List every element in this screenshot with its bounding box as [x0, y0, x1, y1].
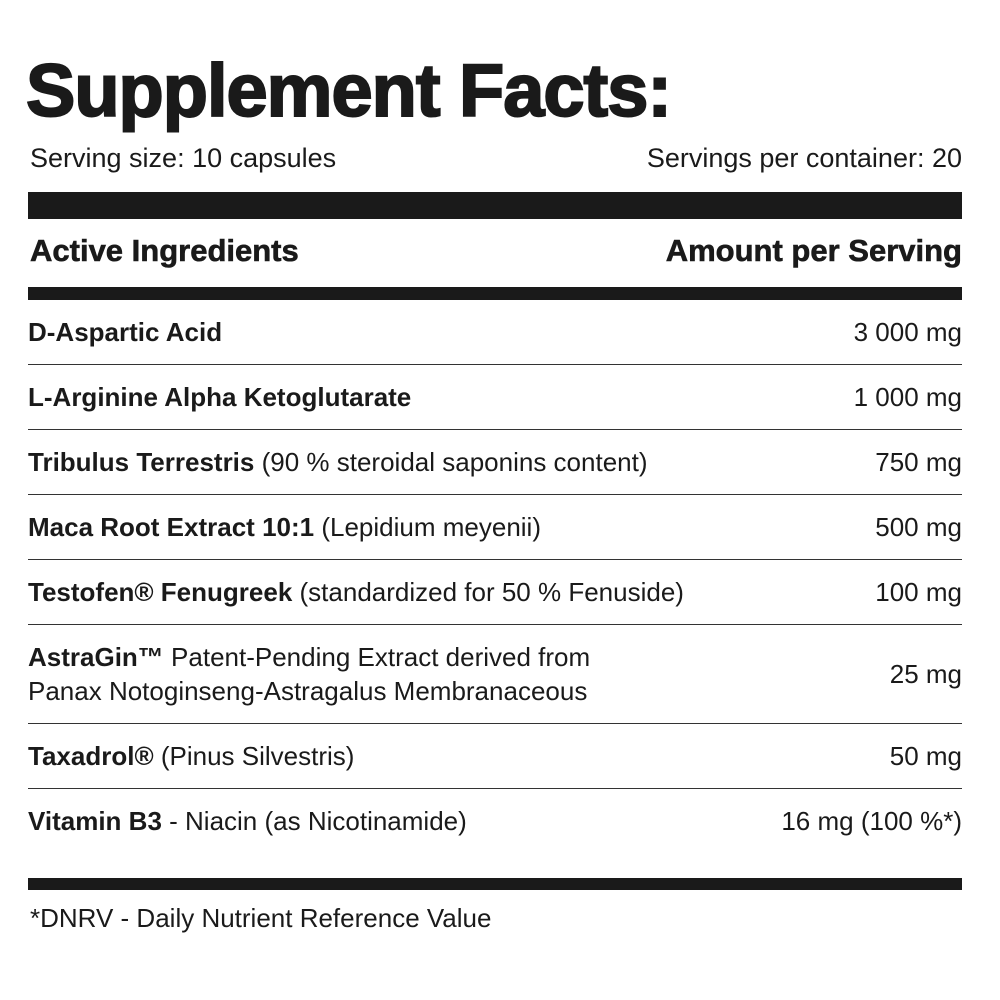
ingredient-row: Maca Root Extract 10:1 (Lepidium meyenii… [28, 495, 962, 560]
ingredient-amount: 50 mg [889, 741, 962, 771]
ingredient-row: D-Aspartic Acid 3 000 mg [28, 300, 962, 365]
ingredient-amount: 100 mg [875, 577, 962, 607]
serving-size: Serving size: 10 capsules [30, 143, 337, 173]
column-header: Active Ingredients [30, 233, 299, 269]
ingredient-name: Taxadrol® [28, 741, 154, 771]
ingredient-amount: 16 mg (100 %*) [781, 806, 962, 836]
ingredient-row: Vitamin B3 - Niacin (as Nicotinamide) 16 … [28, 789, 962, 853]
title: Supplement Facts: [25, 48, 673, 133]
ingredient-text: L-Arginine Alpha Ketoglutarate [28, 380, 411, 414]
ingredient-text: D-Aspartic Acid [28, 315, 222, 349]
divider-bar [28, 192, 962, 219]
ingredient-detail: Patent-Pending Extract derived from [171, 642, 591, 672]
ingredient-amount: 25 mg [889, 659, 962, 689]
ingredient-text: AstraGin™ Patent-Pending Extract derived… [28, 640, 590, 708]
ingredient-table: D-Aspartic Acid 3 000 mg L-Arginine Alpha … [28, 300, 962, 853]
ingredient-text: Testofen® Fenugreek (standardized for 50… [28, 575, 684, 609]
ingredient-amount: 3 000 mg [853, 317, 962, 347]
ingredient-row: AstraGin™ Patent-Pending Extract derived… [28, 625, 962, 724]
ingredient-row: Taxadrol® (Pinus Silvestris) 50 mg [28, 724, 962, 789]
ingredient-detail: Panax Notoginseng-Astragalus Membranaceo… [28, 676, 588, 706]
footnote: *DNRV - Daily Nutrient Reference Value [30, 903, 492, 933]
divider-bar [28, 878, 962, 890]
ingredient-amount: 750 mg [875, 447, 962, 477]
ingredient-name: Testofen® Fenugreek [28, 577, 293, 607]
ingredient-name: Maca Root Extract 10:1 [28, 512, 315, 542]
divider-bar [28, 287, 962, 300]
ingredient-name: AstraGin™ [28, 642, 164, 672]
ingredient-text: Taxadrol® (Pinus Silvestris) [28, 739, 354, 773]
ingredient-detail: (standardized for 50 % Fenuside) [299, 577, 684, 607]
ingredient-text: Maca Root Extract 10:1 (Lepidium meyenii… [28, 510, 541, 544]
ingredient-row: L-Arginine Alpha Ketoglutarate 1 000 mg [28, 365, 962, 430]
ingredient-row: Testofen® Fenugreek (standardized for 50… [28, 560, 962, 625]
ingredient-name: D-Aspartic Acid [28, 317, 223, 347]
ingredient-detail: (Lepidium meyenii) [321, 512, 541, 542]
ingredient-text: Vitamin B3 - Niacin (as Nicotinamide) [28, 804, 467, 838]
ingredient-amount: 1 000 mg [853, 382, 962, 412]
ingredient-name: Tribulus Terrestris [28, 447, 255, 477]
ingredient-detail: (Pinus Silvestris) [160, 741, 355, 771]
servings-per-container: Servings per container: 20 [646, 143, 962, 173]
ingredient-detail: - Niacin (as Nicotinamide) [169, 806, 467, 836]
ingredient-text: Tribulus Terrestris (90 % steroidal sapo… [28, 445, 648, 479]
ingredient-row: Tribulus Terrestris (90 % steroidal sapo… [28, 430, 962, 495]
ingredient-name: L-Arginine Alpha Ketoglutarate [28, 382, 412, 412]
ingredient-detail: (90 % steroidal saponins content) [261, 447, 648, 477]
ingredient-name: Vitamin B3 [28, 806, 162, 836]
column-header: Amount per Serving [665, 233, 962, 269]
ingredient-amount: 500 mg [875, 512, 962, 542]
